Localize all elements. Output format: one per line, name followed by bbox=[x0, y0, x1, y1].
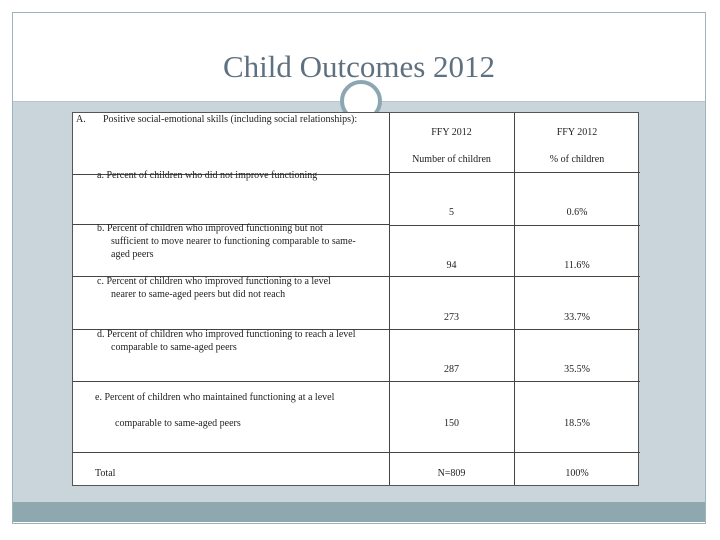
row-divider bbox=[73, 452, 640, 453]
row-e-percent: 18.5% bbox=[564, 418, 590, 429]
col2-header: FFY 2012 bbox=[556, 127, 598, 138]
row-c-count: 273 bbox=[444, 312, 459, 323]
row-d-label: d. Percent of children who improved func… bbox=[97, 329, 356, 340]
slide-footer-bar bbox=[13, 502, 705, 522]
row-divider bbox=[389, 276, 640, 277]
slide-frame bbox=[12, 12, 706, 524]
header-divider-right bbox=[382, 101, 705, 102]
row-b-label: b. Percent of children who improved func… bbox=[97, 223, 323, 234]
section-letter: A. bbox=[76, 114, 86, 125]
row-b-label: aged peers bbox=[111, 249, 154, 260]
row-a-label: a. Percent of children who did not impro… bbox=[97, 170, 318, 181]
row-divider bbox=[73, 276, 389, 277]
row-divider bbox=[73, 381, 389, 382]
row-b-percent: 11.6% bbox=[564, 260, 590, 271]
row-d-count: 287 bbox=[444, 364, 459, 375]
column-divider bbox=[514, 113, 515, 485]
row-d-percent: 35.5% bbox=[564, 364, 590, 375]
row-divider bbox=[389, 381, 640, 382]
outcomes-table: A. Positive social-emotional skills (inc… bbox=[72, 112, 640, 486]
section-label: Positive social-emotional skills (includ… bbox=[103, 114, 358, 125]
row-c-label: nearer to same-aged peers but did not re… bbox=[111, 289, 286, 300]
total-count: N=809 bbox=[437, 468, 466, 479]
row-divider bbox=[73, 224, 389, 225]
total-label: Total bbox=[95, 468, 116, 479]
total-percent: 100% bbox=[565, 468, 589, 479]
row-d-label: comparable to same-aged peers bbox=[111, 342, 237, 353]
row-c-label: c. Percent of children who improved func… bbox=[97, 276, 331, 287]
row-e-label: comparable to same-aged peers bbox=[115, 418, 241, 429]
row-divider bbox=[73, 329, 389, 330]
row-divider bbox=[389, 172, 640, 173]
slide-title: Child Outcomes 2012 bbox=[222, 49, 496, 84]
col2-subheader: % of children bbox=[549, 154, 605, 165]
row-e-label: e. Percent of children who maintained fu… bbox=[95, 392, 335, 403]
row-a-count: 5 bbox=[449, 207, 454, 218]
row-divider bbox=[389, 329, 640, 330]
row-divider bbox=[73, 174, 389, 175]
row-divider bbox=[389, 225, 640, 226]
row-b-label: sufficient to move nearer to functioning… bbox=[111, 236, 356, 247]
col1-subheader: Number of children bbox=[412, 154, 491, 165]
col1-header: FFY 2012 bbox=[431, 127, 472, 138]
column-divider bbox=[389, 113, 390, 485]
row-c-percent: 33.7% bbox=[564, 312, 590, 323]
row-e-count: 150 bbox=[444, 418, 459, 429]
header-divider-left bbox=[13, 101, 340, 102]
row-b-count: 94 bbox=[446, 260, 457, 271]
row-a-percent: 0.6% bbox=[566, 207, 588, 218]
